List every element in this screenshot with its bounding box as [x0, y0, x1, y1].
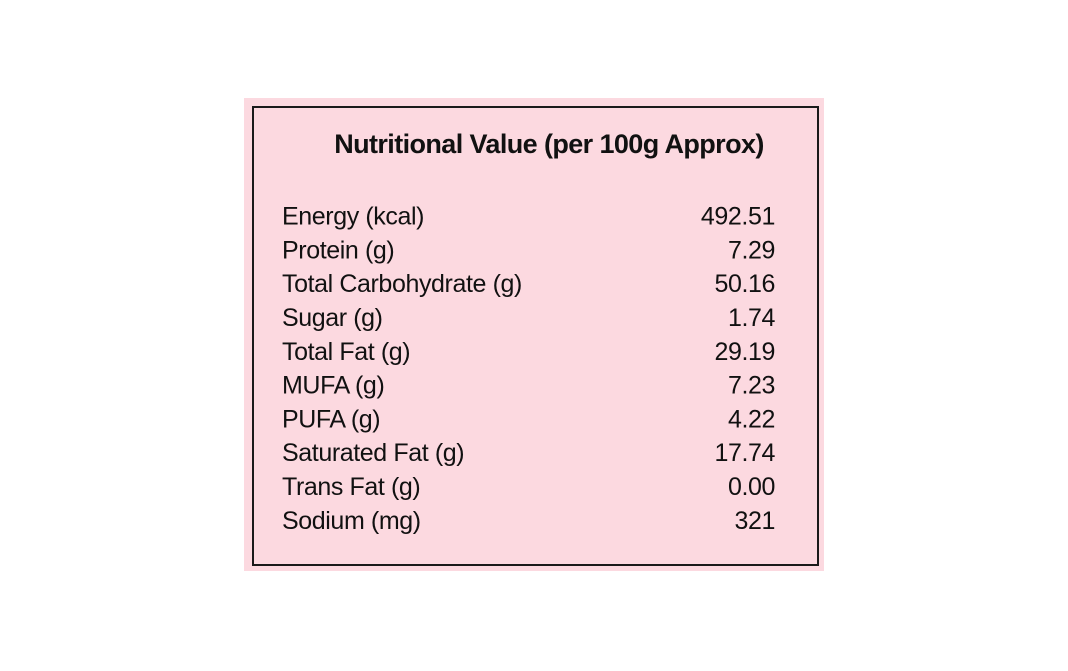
nutrient-value: 321	[734, 507, 775, 535]
nutrient-value: 50.16	[714, 270, 775, 298]
nutrient-value: 4.22	[728, 405, 775, 433]
nutrient-value: 7.23	[728, 372, 775, 400]
nutrient-label: Total Fat (g)	[282, 338, 410, 366]
nutrient-label: Sugar (g)	[282, 304, 383, 332]
nutrient-value: 492.51	[701, 203, 775, 231]
nutrient-label: Sodium (mg)	[282, 507, 421, 535]
nutrient-label: Total Carbohydrate (g)	[282, 270, 522, 298]
nutrition-rows: Energy (kcal) 492.51 Protein (g) 7.29 Total …	[282, 203, 776, 535]
panel-border	[252, 106, 819, 566]
nutrient-label: Energy (kcal)	[282, 203, 424, 231]
nutrient-value: 29.19	[714, 338, 775, 366]
nutrient-label: Trans Fat (g)	[282, 473, 420, 501]
nutrient-value: 7.29	[728, 236, 775, 264]
nutrient-label: Saturated Fat (g)	[282, 439, 464, 467]
table-title: Nutritional Value (per 100g Approx)	[334, 129, 764, 159]
nutrient-value: 0.00	[728, 473, 775, 501]
nutrient-value: 17.74	[714, 439, 775, 467]
nutrient-label: MUFA (g)	[282, 372, 384, 400]
nutrient-label: PUFA (g)	[282, 405, 380, 433]
nutrient-label: Protein (g)	[282, 236, 394, 264]
nutrient-value: 1.74	[728, 304, 776, 332]
